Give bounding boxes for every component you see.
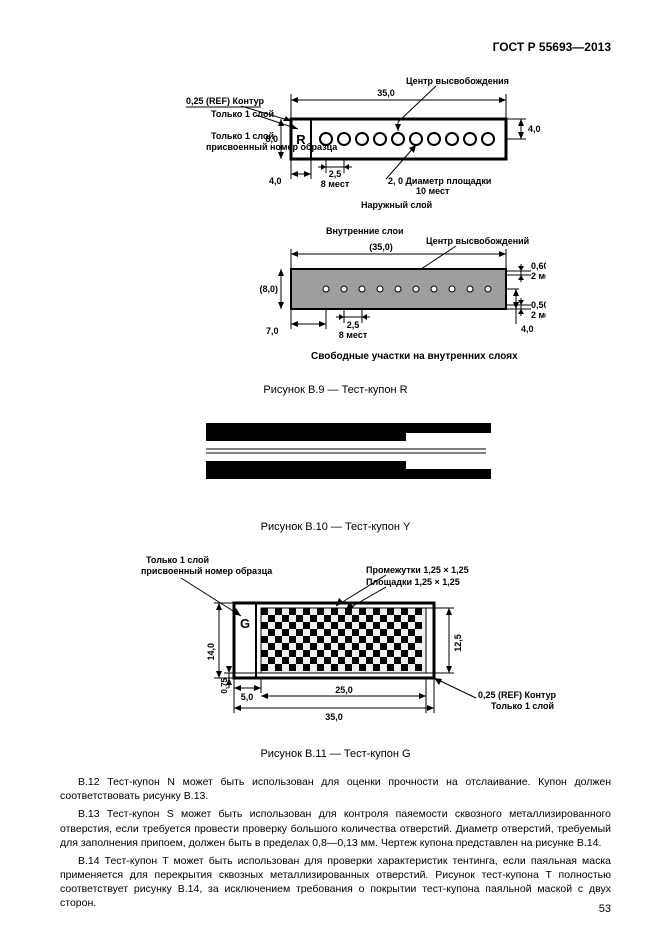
svg-text:4,0: 4,0	[528, 124, 541, 134]
doc-header: ГОСТ Р 55693—2013	[60, 40, 611, 54]
svg-text:2,5: 2,5	[328, 169, 341, 179]
svg-text:присвоенный номер образца: присвоенный номер образца	[141, 566, 273, 576]
svg-text:2,5: 2,5	[346, 320, 359, 330]
svg-text:Наружный слой: Наружный слой	[361, 200, 432, 210]
svg-text:8 мест: 8 мест	[320, 179, 349, 189]
svg-text:Только 1 слой: Только 1 слой	[211, 131, 274, 141]
paragraph-b13: В.13 Тест-купон S может быть использован…	[60, 807, 611, 850]
svg-text:(8,0): (8,0)	[259, 284, 278, 294]
svg-text:0,75: 0,75	[220, 677, 229, 693]
svg-text:Только 1 слой: Только 1 слой	[146, 555, 209, 565]
figure-r: 35,0 R 4,0	[60, 74, 611, 374]
svg-text:35,0: 35,0	[325, 712, 343, 722]
svg-text:G: G	[239, 616, 249, 631]
svg-text:0,25 (REF) Контур: 0,25 (REF) Контур	[186, 96, 264, 106]
svg-text:Только 1 слой: Только 1 слой	[491, 701, 554, 711]
svg-text:(35,0): (35,0)	[369, 242, 393, 252]
figure-g-caption: Рисунок В.11 — Тест-купон G	[60, 748, 611, 760]
svg-text:7,0: 7,0	[266, 326, 279, 336]
svg-text:Свободные участки на внутренни: Свободные участки на внутренних слоях	[311, 350, 518, 362]
paragraph-b14: В.14 Тест-купон T может быть использован…	[60, 854, 611, 911]
svg-text:0,600: 0,600	[531, 261, 546, 271]
svg-text:4,0: 4,0	[269, 176, 282, 186]
svg-text:0,25 (REF) Контур: 0,25 (REF) Контур	[478, 690, 556, 700]
svg-text:Внутренние слои: Внутренние слои	[326, 226, 404, 236]
svg-text:8 мест: 8 мест	[338, 330, 367, 340]
svg-text:4,0: 4,0	[521, 324, 534, 334]
figure-g: Только 1 слой присвоенный номер образца …	[60, 548, 611, 738]
svg-text:12,5: 12,5	[453, 634, 463, 652]
paragraph-b12: В.12 Тест-купон N может быть использован…	[60, 775, 611, 803]
svg-text:Центр высвобождений: Центр высвобождений	[426, 236, 529, 246]
svg-text:35,0: 35,0	[377, 88, 395, 98]
svg-text:10 мест: 10 мест	[416, 186, 450, 196]
svg-text:2 места: 2 места	[531, 271, 546, 281]
svg-text:2 места: 2 места	[531, 310, 546, 320]
svg-text:2, 0 Диаметр площадки: 2, 0 Диаметр площадки	[388, 176, 491, 186]
page-number: 53	[599, 903, 611, 915]
figure-r-caption: Рисунок В.9 — Тест-купон R	[60, 384, 611, 396]
svg-text:14,0: 14,0	[206, 643, 216, 661]
svg-text:0,500: 0,500	[531, 300, 546, 310]
svg-text:25,0: 25,0	[335, 685, 353, 695]
svg-text:Промежутки 1,25 × 1,25: Промежутки 1,25 × 1,25	[366, 565, 469, 575]
svg-text:5,0: 5,0	[240, 692, 253, 702]
svg-text:присвоенный номер образца: присвоенный номер образца	[206, 142, 338, 152]
figure-y	[60, 411, 611, 511]
figure-y-caption: Рисунок В.10 — Тест-купон Y	[60, 521, 611, 533]
svg-text:Центр высвобождения: Центр высвобождения	[406, 76, 509, 86]
